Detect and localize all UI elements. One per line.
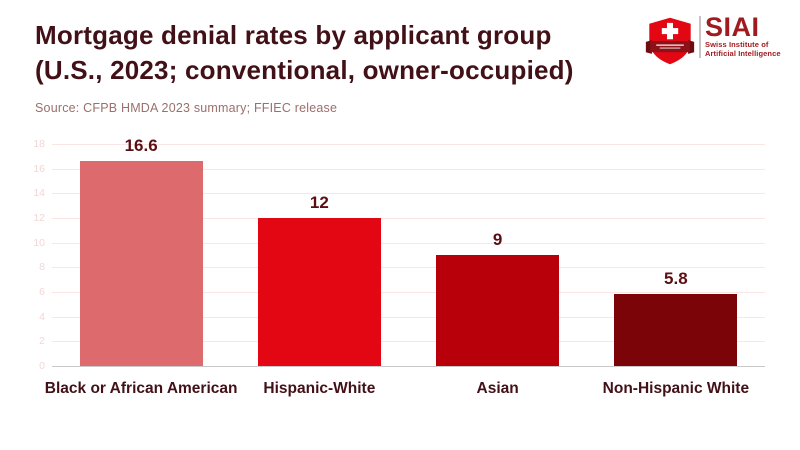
title-line-2: (U.S., 2023; conventional, owner-occupie… (35, 55, 574, 85)
gridline-y18 (52, 144, 765, 145)
category-label-hispanic-white: Hispanic-White (263, 380, 376, 397)
logo-divider (699, 16, 701, 58)
logo-text: SIAI Swiss Institute of Artificial Intel… (705, 14, 781, 58)
gridline-y4 (52, 316, 765, 318)
gridline-y12 (52, 218, 765, 219)
bar-asian (436, 255, 560, 366)
y-tick-label: 0 (39, 360, 45, 372)
swiss-shield-icon (645, 17, 695, 65)
gridline-y0 (52, 366, 765, 367)
bar-black-or-african-american (79, 161, 203, 366)
gridline-y16 (52, 168, 765, 170)
value-label-hispanic-white: 12 (309, 193, 329, 212)
page-title: Mortgage denial rates by applicant group… (35, 18, 635, 88)
logo-acronym: SIAI (705, 12, 760, 42)
logo-subtitle-2: Artificial Intelligence (705, 48, 781, 58)
y-tick-label: 10 (33, 236, 45, 249)
y-tick-label: 8 (39, 261, 45, 274)
value-label-black-or-african-american: 16.6 (124, 136, 158, 156)
title-line-1: Mortgage denial rates by applicant group (35, 20, 552, 50)
source-note: Source: CFPB HMDA 2023 summary; FFIEC re… (35, 101, 338, 115)
gridline-y10 (52, 242, 765, 244)
y-tick-label: 18 (33, 138, 45, 150)
bar-non-hispanic-white (614, 294, 738, 366)
gridline-y6 (52, 292, 765, 293)
y-tick-label: 2 (39, 335, 45, 348)
y-tick-label: 6 (39, 286, 45, 298)
category-label-non-hispanic-white: Non-Hispanic White (602, 380, 750, 397)
gridline-y2 (52, 341, 765, 343)
category-label-black-or-african-american: Black or African American (44, 380, 238, 397)
logo-subtitle-1: Swiss Institute of (705, 40, 769, 49)
y-tick-label: 4 (39, 310, 45, 323)
bar-hispanic-white (257, 218, 381, 366)
value-label-asian: 9 (492, 230, 503, 249)
y-tick-label: 16 (33, 162, 45, 175)
y-tick-label: 12 (33, 212, 45, 224)
gridline-y8 (52, 267, 765, 269)
y-tick-label: 14 (33, 187, 45, 200)
value-label-non-hispanic-white: 5.8 (664, 269, 688, 289)
gridline-y14 (52, 193, 765, 195)
siai-logo: SIAI Swiss Institute of Artificial Intel… (644, 14, 794, 68)
category-label-asian: Asian (476, 380, 519, 397)
